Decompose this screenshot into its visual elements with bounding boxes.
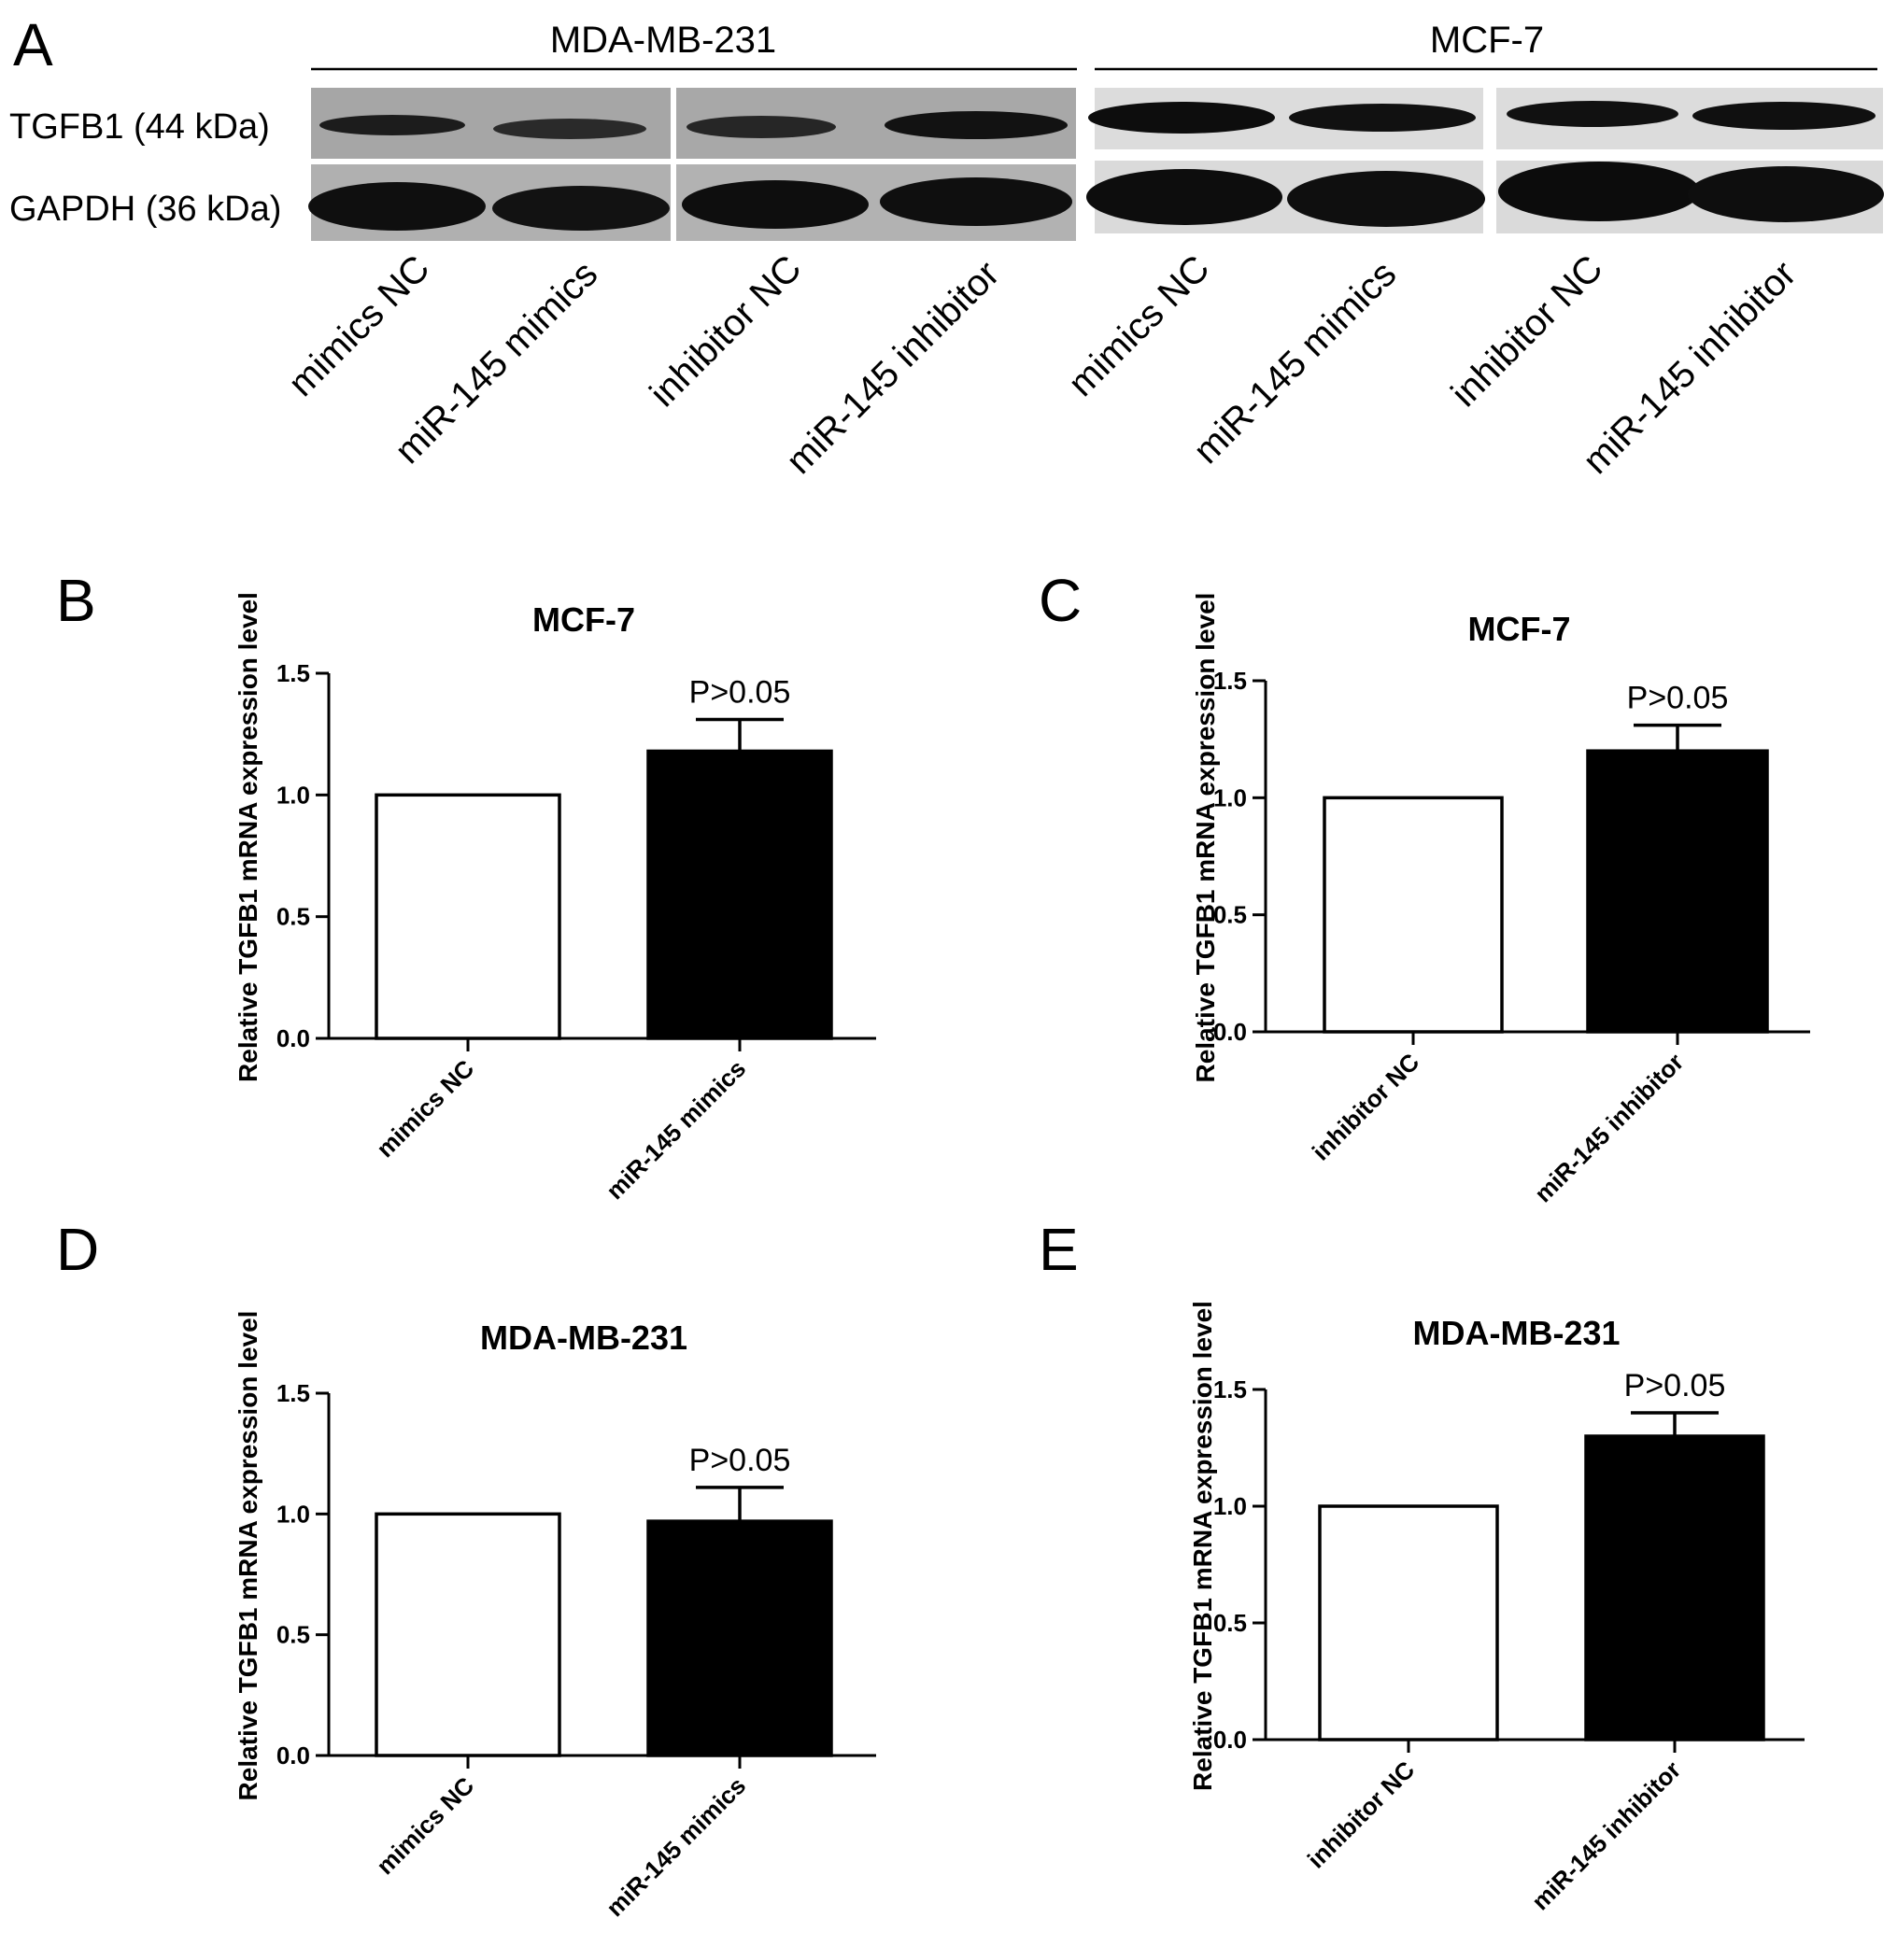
y-tick-label: 1.5 [276,659,310,687]
y-tick-label: 0.0 [1213,1018,1247,1046]
band-tgfb1-lane-1 [319,115,465,135]
y-tick-label: 1.0 [1213,783,1247,811]
band-gapdh-lane-1 [308,182,486,231]
band-tgfb1-lane-8 [1692,102,1876,130]
y-tick-label: 0.5 [276,1621,310,1649]
lane-label: mimics NC [281,247,438,404]
x-tick-label: miR-145 inhibitor [1526,1756,1686,1915]
y-tick-label: 0.5 [1213,901,1247,929]
band-gapdh-lane-5 [1086,169,1282,225]
y-axis-label: Relative TGFB1 mRNA expression level [1191,593,1220,1083]
bar-1 [375,1512,561,1757]
panel-label-e: E [1039,1216,1079,1283]
x-tick-label: miR-145 mimics [601,1771,751,1922]
bar-1 [1323,796,1504,1034]
significance-annotation: P>0.05 [1624,1368,1726,1403]
x-tick-label: miR-145 mimics [601,1054,751,1205]
gel-bands [308,101,1884,231]
chart-title: MCF-7 [1468,610,1571,648]
band-gapdh-lane-8 [1688,166,1884,222]
bar-2 [646,749,833,1040]
x-tick-label: miR-145 inhibitor [1529,1048,1689,1207]
y-tick-label: 0.0 [1213,1726,1247,1754]
y-tick-label: 1.0 [276,781,310,809]
x-tick-label: inhibitor NC [1307,1048,1425,1166]
y-tick-label: 0.0 [276,1024,310,1052]
bar-2 [646,1519,833,1757]
y-axis-label: Relative TGFB1 mRNA expression level [234,1311,262,1801]
bar-1 [375,793,561,1040]
lane-label: inhibitor NC [642,247,809,415]
lane-label: miR-145 inhibitor [1575,253,1804,482]
chart-panel-c: MCF-7 Relative TGFB1 mRNA expression leve… [1191,593,1810,1207]
y-tick-label: 1.0 [276,1500,310,1528]
chart-title: MDA-MB-231 [480,1318,687,1357]
y-tick-label: 1.0 [1213,1492,1247,1520]
y-tick-label: 0.0 [276,1741,310,1770]
y-tick-label: 0.5 [1213,1609,1247,1637]
bar-1 [1318,1504,1499,1741]
lane-label: mimics NC [1061,247,1218,404]
band-gapdh-lane-4 [880,177,1072,226]
panel-label-c: C [1039,567,1082,634]
lane-label: miR-145 mimics [1186,253,1405,472]
y-axis-label: Relative TGFB1 mRNA expression level [1188,1301,1217,1791]
band-gapdh-lane-6 [1287,171,1485,227]
significance-annotation: P>0.05 [1627,681,1729,716]
panel-label-b: B [56,567,96,634]
band-tgfb1-lane-5 [1088,102,1275,134]
band-gapdh-lane-2 [492,186,670,231]
y-tick-label: 1.5 [1213,1375,1247,1403]
western-blot: MDA-MB-231 MCF-7 TGFB1 (44 kDa) GAPDH (3… [9,20,1884,482]
blot-protein-label-gapdh: GAPDH (36 kDa) [9,190,281,229]
band-gapdh-lane-3 [682,180,869,229]
panel-label-a: A [13,11,53,78]
band-tgfb1-lane-3 [687,116,836,138]
chart-panel-d: MDA-MB-231 Relative TGFB1 mRNA expression… [234,1311,876,1922]
band-tgfb1-lane-4 [885,111,1068,139]
x-tick-label: mimics NC [371,1054,479,1163]
band-tgfb1-lane-6 [1289,104,1476,132]
y-tick-label: 1.5 [1213,667,1247,695]
chart-panel-e: MDA-MB-231 Relative TGFB1 mRNA expression… [1188,1301,1805,1915]
band-gapdh-lane-7 [1498,162,1700,221]
bar-2 [1584,1434,1765,1741]
panel-label-d: D [56,1216,99,1283]
y-axis-label: Relative TGFB1 mRNA expression level [234,592,262,1082]
chart-title: MCF-7 [532,600,635,639]
bar-2 [1586,749,1769,1034]
lane-label: inhibitor NC [1443,247,1610,415]
y-tick-label: 0.5 [276,903,310,931]
bar-charts: MCF-7 Relative TGFB1 mRNA expression leve… [234,592,1810,1922]
chart-title: MDA-MB-231 [1412,1314,1620,1352]
x-tick-label: inhibitor NC [1302,1756,1421,1874]
band-tgfb1-lane-2 [493,119,646,139]
blot-group-label-mda: MDA-MB-231 [550,20,776,61]
blot-group-label-mcf: MCF-7 [1430,20,1544,61]
lane-label: miR-145 inhibitor [778,253,1007,482]
band-tgfb1-lane-7 [1507,101,1678,127]
y-tick-label: 1.5 [276,1379,310,1407]
blot-protein-label-tgfb1: TGFB1 (44 kDa) [9,107,270,147]
chart-panel-b: MCF-7 Relative TGFB1 mRNA expression leve… [234,592,876,1205]
significance-annotation: P>0.05 [689,1443,791,1478]
x-tick-label: mimics NC [371,1771,479,1880]
significance-annotation: P>0.05 [689,675,791,711]
